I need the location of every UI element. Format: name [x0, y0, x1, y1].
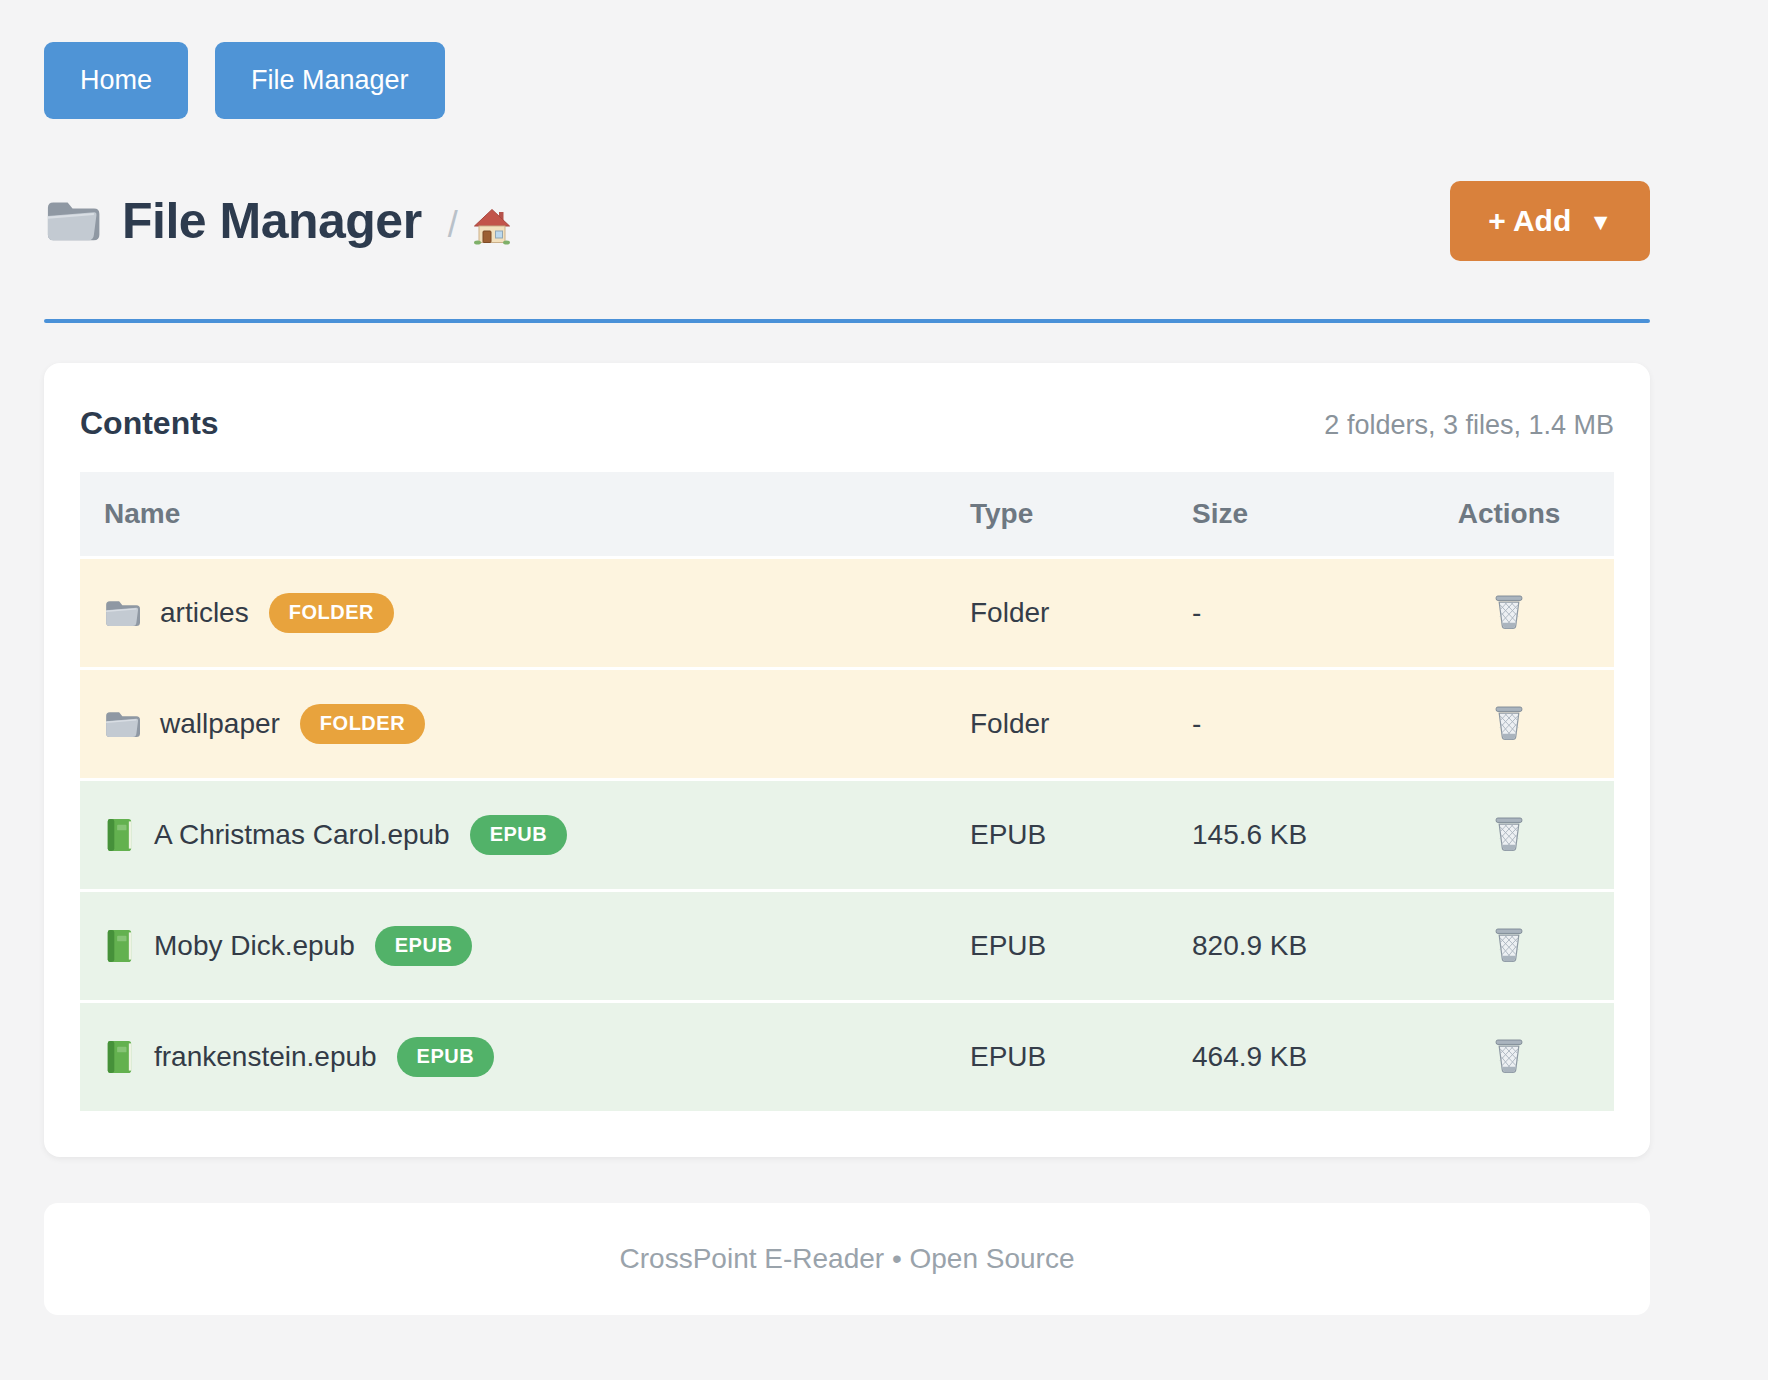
delete-button[interactable]	[1485, 1033, 1533, 1082]
file-name[interactable]: frankenstein.epub	[154, 1041, 377, 1073]
contents-card-header: Contents 2 folders, 3 files, 1.4 MB	[80, 405, 1614, 442]
footer: CrossPoint E-Reader • Open Source	[44, 1203, 1650, 1315]
book-icon	[104, 817, 134, 853]
book-icon	[104, 928, 134, 964]
file-name[interactable]: A Christmas Carol.epub	[154, 819, 450, 851]
file-type: EPUB	[970, 819, 1192, 851]
header-divider	[44, 319, 1650, 323]
folder-icon	[104, 709, 140, 740]
column-header-type: Type	[970, 498, 1192, 530]
column-header-size: Size	[1192, 498, 1404, 530]
column-header-actions: Actions	[1404, 498, 1614, 530]
file-table: Name Type Size Actions articles FOLDER F…	[80, 472, 1614, 1111]
file-type: Folder	[970, 708, 1192, 740]
type-badge: EPUB	[470, 815, 568, 855]
file-size: 820.9 KB	[1192, 930, 1404, 962]
file-type: EPUB	[970, 1041, 1192, 1073]
file-size: -	[1192, 597, 1404, 629]
table-row: articles FOLDER Folder -	[80, 556, 1614, 667]
footer-text: CrossPoint E-Reader • Open Source	[620, 1243, 1075, 1275]
trash-icon	[1493, 704, 1525, 745]
file-manager-button[interactable]: File Manager	[215, 42, 445, 119]
table-row: A Christmas Carol.epub EPUB EPUB 145.6 K…	[80, 778, 1614, 889]
delete-button[interactable]	[1485, 811, 1533, 860]
column-header-name: Name	[80, 498, 970, 530]
add-button[interactable]: + Add ▼	[1450, 181, 1650, 261]
delete-button[interactable]	[1485, 589, 1533, 638]
page-header: File Manager / + Add ▼	[44, 181, 1650, 261]
trash-icon	[1493, 593, 1525, 634]
file-name[interactable]: Moby Dick.epub	[154, 930, 355, 962]
table-row: frankenstein.epub EPUB EPUB 464.9 KB	[80, 1000, 1614, 1111]
trash-icon	[1493, 815, 1525, 856]
trash-icon	[1493, 1037, 1525, 1078]
add-button-label: + Add	[1488, 204, 1571, 238]
file-size: -	[1192, 708, 1404, 740]
type-badge: FOLDER	[300, 704, 425, 744]
file-name[interactable]: wallpaper	[160, 708, 280, 740]
chevron-down-icon: ▼	[1589, 209, 1612, 236]
table-row: wallpaper FOLDER Folder -	[80, 667, 1614, 778]
contents-summary: 2 folders, 3 files, 1.4 MB	[1324, 410, 1614, 441]
breadcrumb-separator: /	[448, 204, 458, 246]
home-icon[interactable]	[472, 206, 512, 246]
page-title: File Manager	[122, 192, 422, 250]
trash-icon	[1493, 926, 1525, 967]
file-type: EPUB	[970, 930, 1192, 962]
table-row: Moby Dick.epub EPUB EPUB 820.9 KB	[80, 889, 1614, 1000]
page: Home File Manager File Manager / + Add ▼…	[0, 0, 1768, 1315]
book-icon	[104, 1039, 134, 1075]
type-badge: FOLDER	[269, 593, 394, 633]
file-type: Folder	[970, 597, 1192, 629]
file-size: 464.9 KB	[1192, 1041, 1404, 1073]
type-badge: EPUB	[397, 1037, 495, 1077]
home-button[interactable]: Home	[44, 42, 188, 119]
contents-heading: Contents	[80, 405, 219, 442]
delete-button[interactable]	[1485, 700, 1533, 749]
top-nav: Home File Manager	[44, 42, 1650, 119]
file-name[interactable]: articles	[160, 597, 249, 629]
table-header-row: Name Type Size Actions	[80, 472, 1614, 556]
type-badge: EPUB	[375, 926, 473, 966]
folder-icon	[44, 198, 100, 244]
contents-card: Contents 2 folders, 3 files, 1.4 MB Name…	[44, 363, 1650, 1157]
file-size: 145.6 KB	[1192, 819, 1404, 851]
page-title-group: File Manager /	[44, 192, 512, 250]
delete-button[interactable]	[1485, 922, 1533, 971]
folder-icon	[104, 598, 140, 629]
